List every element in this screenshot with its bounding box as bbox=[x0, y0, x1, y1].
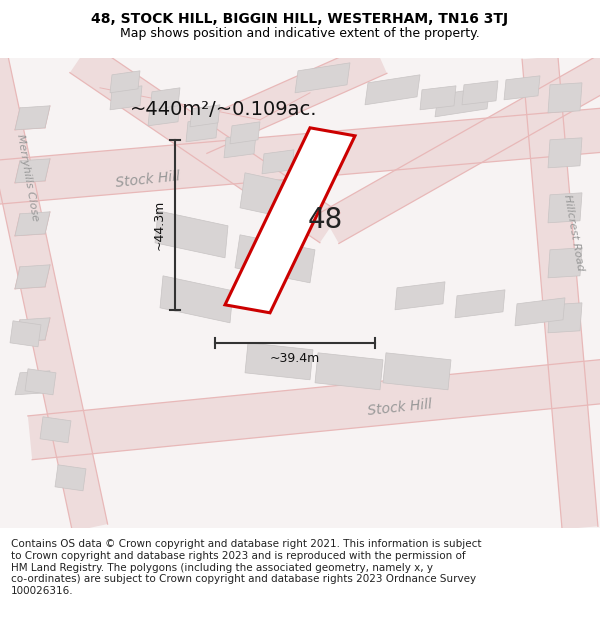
Polygon shape bbox=[321, 42, 600, 244]
Text: 48: 48 bbox=[307, 206, 343, 234]
Polygon shape bbox=[235, 235, 315, 282]
Polygon shape bbox=[190, 105, 220, 127]
Polygon shape bbox=[28, 358, 600, 460]
Polygon shape bbox=[548, 302, 582, 332]
Polygon shape bbox=[148, 102, 180, 126]
Polygon shape bbox=[224, 134, 256, 158]
Text: ~440m²/~0.109ac.: ~440m²/~0.109ac. bbox=[130, 100, 317, 119]
Text: Contains OS data © Crown copyright and database right 2021. This information is : Contains OS data © Crown copyright and d… bbox=[11, 539, 481, 596]
Polygon shape bbox=[395, 282, 445, 310]
Polygon shape bbox=[262, 150, 294, 174]
Polygon shape bbox=[515, 298, 565, 326]
Polygon shape bbox=[25, 369, 56, 395]
Polygon shape bbox=[548, 138, 582, 168]
Polygon shape bbox=[10, 321, 41, 347]
Polygon shape bbox=[504, 76, 540, 100]
Polygon shape bbox=[110, 71, 140, 92]
Polygon shape bbox=[548, 248, 582, 278]
Polygon shape bbox=[225, 128, 355, 312]
Polygon shape bbox=[55, 465, 86, 491]
Polygon shape bbox=[522, 56, 598, 529]
Polygon shape bbox=[160, 276, 233, 322]
Polygon shape bbox=[150, 88, 180, 110]
Polygon shape bbox=[193, 42, 387, 153]
Polygon shape bbox=[155, 211, 228, 258]
Polygon shape bbox=[110, 86, 142, 110]
Polygon shape bbox=[0, 106, 600, 205]
Text: Map shows position and indicative extent of the property.: Map shows position and indicative extent… bbox=[120, 27, 480, 40]
Polygon shape bbox=[15, 159, 50, 182]
Polygon shape bbox=[462, 81, 498, 105]
Polygon shape bbox=[15, 265, 50, 289]
Text: Merryhills Close: Merryhills Close bbox=[16, 134, 41, 222]
Polygon shape bbox=[383, 352, 451, 390]
Polygon shape bbox=[15, 318, 50, 342]
Polygon shape bbox=[230, 122, 260, 144]
Polygon shape bbox=[15, 106, 50, 130]
Polygon shape bbox=[548, 192, 582, 222]
Text: ~39.4m: ~39.4m bbox=[270, 352, 320, 365]
Polygon shape bbox=[548, 82, 582, 112]
Text: Stock Hill: Stock Hill bbox=[367, 398, 433, 418]
Text: ~44.3m: ~44.3m bbox=[152, 200, 166, 250]
Polygon shape bbox=[435, 87, 490, 117]
Text: Stock Hill: Stock Hill bbox=[115, 169, 181, 190]
Polygon shape bbox=[70, 43, 340, 242]
Polygon shape bbox=[240, 173, 315, 222]
Text: 48, STOCK HILL, BIGGIN HILL, WESTERHAM, TN16 3TJ: 48, STOCK HILL, BIGGIN HILL, WESTERHAM, … bbox=[91, 12, 509, 26]
Polygon shape bbox=[0, 54, 107, 531]
Polygon shape bbox=[15, 371, 50, 395]
Polygon shape bbox=[420, 86, 456, 110]
Polygon shape bbox=[15, 212, 50, 236]
Polygon shape bbox=[365, 75, 420, 105]
Polygon shape bbox=[245, 342, 313, 380]
Polygon shape bbox=[295, 62, 350, 92]
Text: Hillcrest Road: Hillcrest Road bbox=[562, 194, 586, 272]
Polygon shape bbox=[315, 352, 383, 390]
Polygon shape bbox=[186, 118, 218, 142]
Polygon shape bbox=[40, 417, 71, 442]
Polygon shape bbox=[455, 290, 505, 318]
